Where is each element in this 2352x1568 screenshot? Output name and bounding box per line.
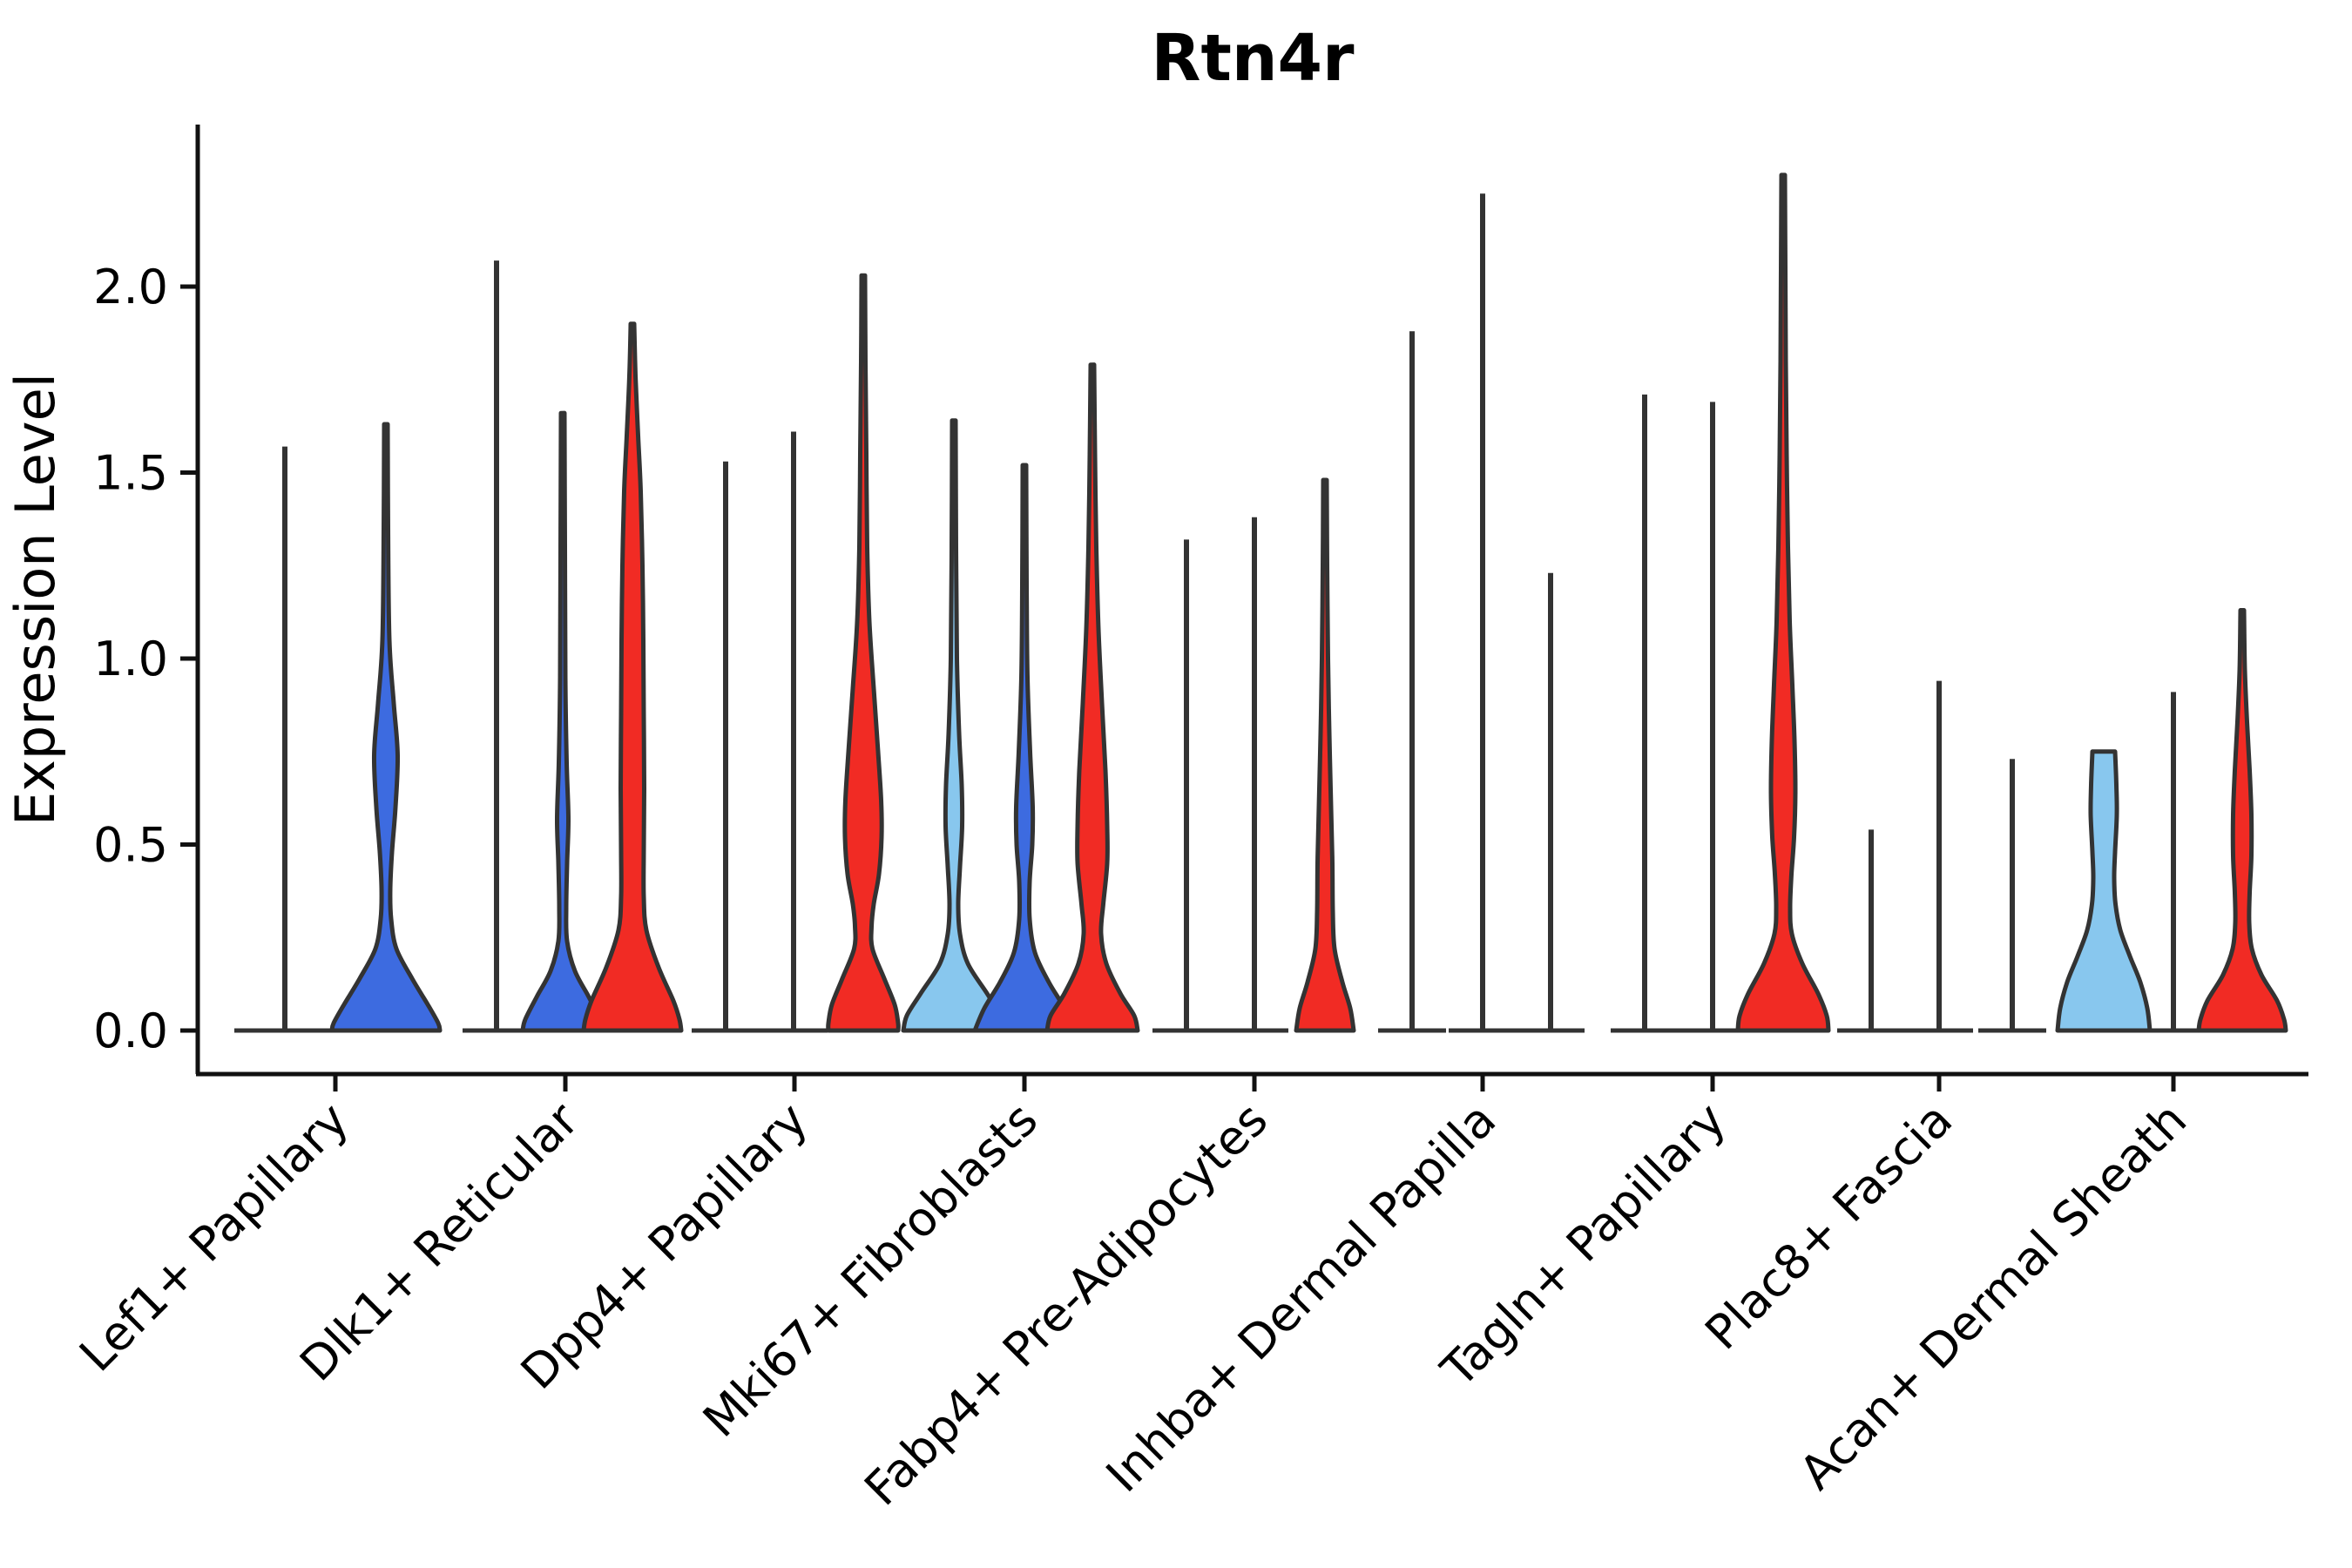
violin-red [581, 321, 684, 1033]
violin-blue [329, 422, 443, 1033]
x-tick-label: Fabp4+ Pre-Adipocytes [854, 1092, 1278, 1517]
violin-blue [520, 410, 605, 1033]
violin-light_blue [901, 418, 1007, 1033]
chart-title: Rtn4r [1151, 21, 1355, 96]
x-tick-label: Inhba+ Dermal Papilla [1096, 1092, 1506, 1503]
y-tick-label: 0.5 [93, 818, 168, 873]
violin-red [2196, 607, 2288, 1033]
violin-red [1735, 172, 1831, 1033]
x-tick-label: Plac8+ Fascia [1694, 1092, 1963, 1361]
y-axis-ticks: 0.0 0.5 1.0 1.5 2.0 [93, 260, 198, 1058]
violin-red [1294, 477, 1356, 1033]
violin-blue [972, 463, 1077, 1033]
y-tick-label: 1.0 [93, 632, 168, 686]
x-tick-label: Acan+ Dermal Sheath [1789, 1092, 2197, 1500]
y-tick-label: 1.5 [93, 446, 168, 501]
violin-red [826, 273, 901, 1033]
violin-light_blue [2055, 749, 2153, 1033]
violins-layer [234, 172, 2288, 1033]
y-tick-label: 0.0 [93, 1004, 168, 1058]
y-tick-label: 2.0 [93, 260, 168, 314]
y-axis-label: Expression Level [3, 373, 67, 826]
violin-red [1044, 362, 1140, 1033]
